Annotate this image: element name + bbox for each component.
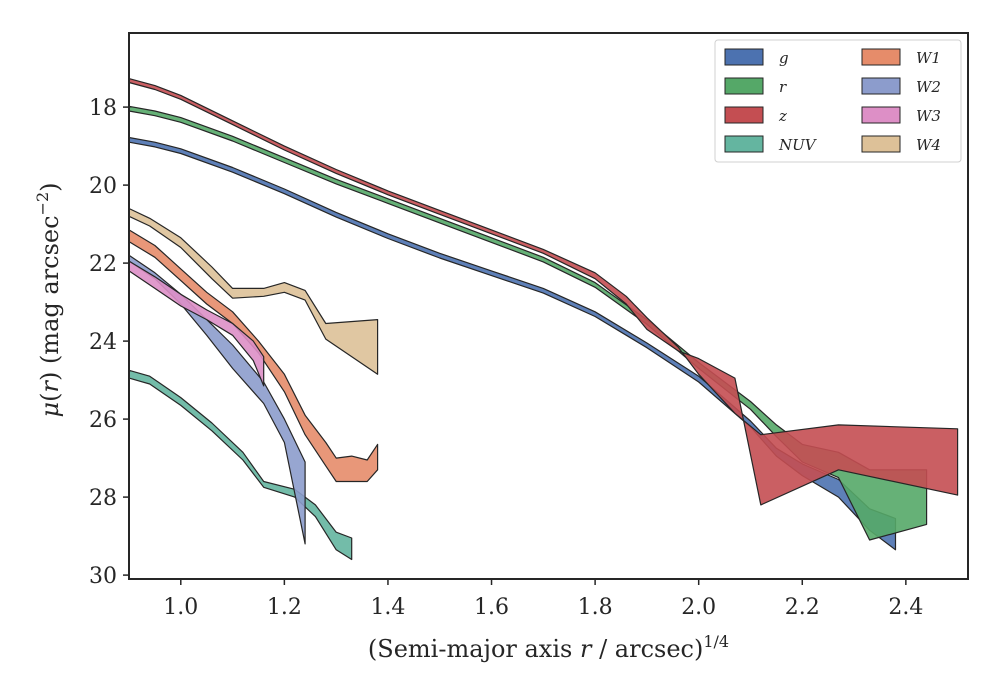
legend-label-W3: W3: [916, 107, 941, 125]
legend-swatch-W2: [861, 77, 901, 95]
x-tick-label: 2.0: [681, 595, 716, 620]
y-tick-label: 20: [89, 174, 117, 199]
legend-swatch-W4: [861, 135, 901, 153]
legend-box: [714, 39, 962, 163]
legend-swatch-W3: [861, 106, 901, 124]
legend-label-W1: W1: [916, 49, 941, 67]
legend-swatch-W1: [861, 48, 901, 66]
legend-label-W2: W2: [916, 78, 941, 96]
legend-label-g: g: [779, 49, 789, 67]
y-axis-label: μ(r) (mag arcsec−2): [33, 182, 64, 417]
series-bands: [128, 78, 959, 561]
legend-label-NUV: NUV: [778, 136, 818, 154]
legend-label-r: r: [779, 78, 787, 96]
x-axis-ticks: 1.0 1.2 1.4 1.6 1.8 2.0 2.2 2.4: [163, 579, 923, 620]
y-tick-label: 28: [89, 486, 117, 511]
band-W2: [128, 254, 306, 545]
legend: grz NUV W1 W2 W3 W4: [714, 39, 962, 163]
x-tick-label: 1.8: [578, 595, 613, 620]
y-tick-label: 22: [89, 252, 117, 277]
band-r: [128, 105, 928, 541]
band-W3: [128, 260, 265, 387]
band-W4: [128, 207, 379, 375]
y-tick-label: 26: [89, 408, 117, 433]
x-tick-label: 1.0: [163, 595, 198, 620]
y-axis-ticks: 18 20 22 24 26 28 30: [89, 96, 129, 589]
x-tick-label: 1.4: [370, 595, 405, 620]
legend-label-z: z: [778, 107, 787, 125]
plot-frame: [128, 32, 969, 580]
legend-label-W4: W4: [916, 136, 941, 154]
legend-swatch-z: [724, 106, 764, 124]
band-z: [128, 78, 959, 506]
x-tick-label: 1.6: [474, 595, 509, 620]
band-g: [128, 136, 897, 551]
y-tick-label: 18: [89, 96, 117, 121]
legend-swatch-g: [724, 48, 764, 66]
legend-swatch-r: [724, 77, 764, 95]
x-tick-label: 1.2: [267, 595, 302, 620]
x-axis-label: (Semi-major axis r / arcsec)1/4: [368, 632, 729, 663]
y-tick-label: 30: [89, 564, 117, 589]
x-tick-label: 2.4: [888, 595, 923, 620]
legend-swatch-NUV: [724, 135, 764, 153]
x-tick-label: 2.2: [785, 595, 820, 620]
band-NUV: [128, 369, 353, 561]
y-tick-label: 24: [89, 330, 117, 355]
band-W1: [128, 229, 379, 483]
